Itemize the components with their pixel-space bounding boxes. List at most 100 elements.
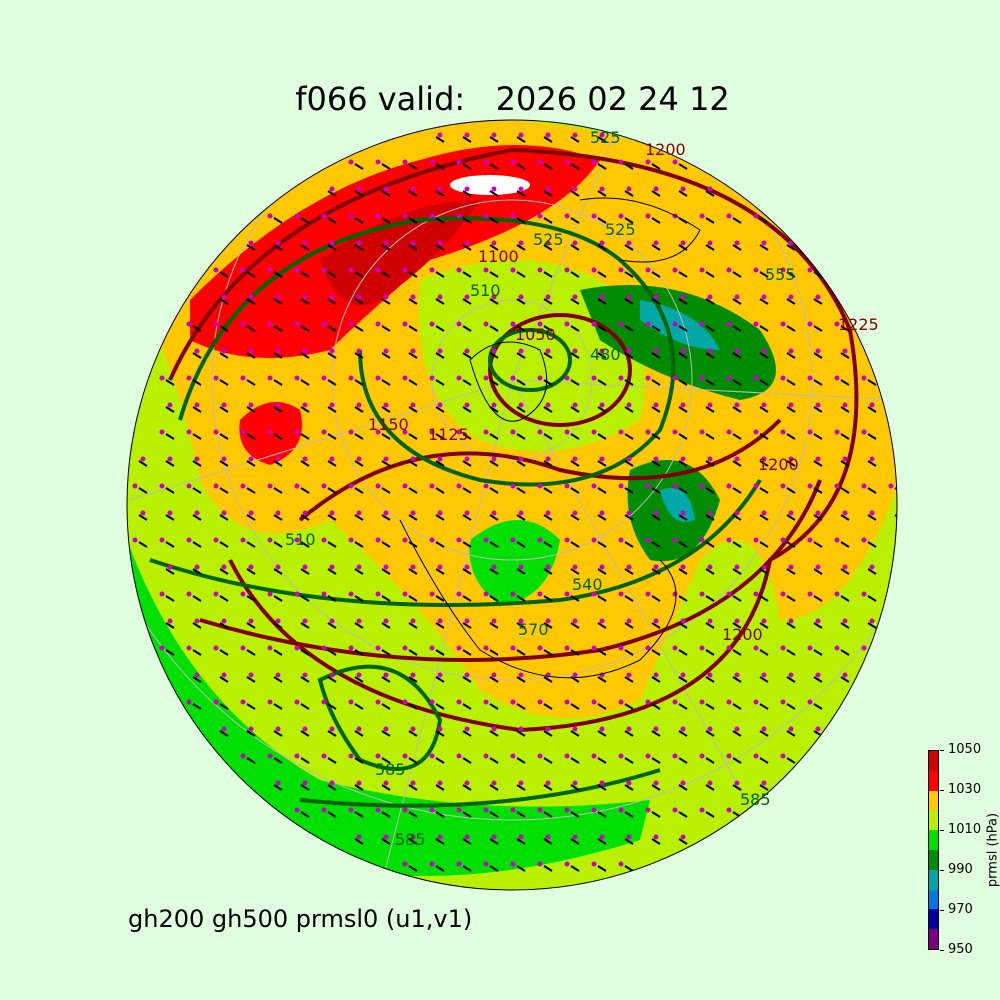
wind-barb (651, 838, 661, 845)
wind-point (240, 591, 246, 597)
wind-point (734, 672, 740, 678)
wind-point (599, 780, 605, 786)
wind-barb (624, 433, 634, 440)
wind-point (302, 294, 308, 300)
wind-barb (570, 595, 580, 602)
wind-barb (597, 838, 607, 845)
wind-point (734, 240, 740, 246)
wind-barb (354, 163, 364, 170)
wind-barb (435, 379, 445, 386)
wind-point (383, 510, 389, 516)
wind-barb (516, 190, 526, 197)
wind-barb (354, 433, 364, 440)
wind-barb (489, 244, 499, 251)
wind-barb (624, 163, 634, 170)
wind-barb (597, 136, 607, 143)
wind-barb (219, 487, 229, 494)
wind-point (753, 591, 759, 597)
wind-point (491, 672, 497, 678)
wind-point (321, 699, 327, 705)
wind-barb (435, 352, 445, 359)
wind-point (653, 834, 659, 840)
wind-barb (327, 784, 337, 791)
wind-point (194, 402, 200, 408)
wind-barb (705, 352, 715, 359)
wind-barb (516, 865, 526, 872)
wind-point (267, 537, 273, 543)
wind-point (815, 618, 821, 624)
wind-point (248, 618, 254, 624)
wind-barb (489, 703, 499, 710)
wind-point (861, 483, 867, 489)
wind-point (680, 834, 686, 840)
gh500-label: 540 (572, 575, 603, 594)
wind-point (194, 618, 200, 624)
wind-point (645, 267, 651, 273)
wind-point (626, 348, 632, 354)
wind-barb (435, 703, 445, 710)
wind-barb (651, 568, 661, 575)
wind-point (510, 591, 516, 597)
wind-point (707, 510, 713, 516)
wind-point (267, 591, 273, 597)
wind-barb (624, 649, 634, 656)
wind-barb (192, 649, 202, 656)
wind-point (761, 456, 767, 462)
wind-point (591, 807, 597, 813)
wind-barb (570, 784, 580, 791)
wind-barb (759, 622, 769, 629)
wind-barb (435, 298, 445, 305)
wind-barb (867, 487, 877, 494)
wind-barb (219, 298, 229, 305)
wind-barb (354, 271, 364, 278)
wind-point (645, 159, 651, 165)
wind-point (491, 240, 497, 246)
wind-barb (300, 622, 310, 629)
wind-barb (165, 514, 175, 521)
wind-point (167, 402, 173, 408)
wind-barb (624, 757, 634, 764)
wind-barb (597, 622, 607, 629)
wind-point (537, 267, 543, 273)
gh200-label: 1150 (368, 415, 409, 434)
wind-point (429, 645, 435, 651)
wind-point (464, 618, 470, 624)
wind-barb (678, 325, 688, 332)
wind-barb (462, 784, 472, 791)
wind-barb (570, 163, 580, 170)
wind-point (518, 402, 524, 408)
wind-point (780, 753, 786, 759)
wind-barb (759, 730, 769, 737)
wind-point (221, 564, 227, 570)
wind-barb (246, 271, 256, 278)
wind-point (483, 159, 489, 165)
wind-point (518, 834, 524, 840)
wind-barb (327, 568, 337, 575)
wind-point (707, 186, 713, 192)
wind-barb (732, 433, 742, 440)
wind-point (861, 591, 867, 597)
wind-barb (219, 379, 229, 386)
wind-barb (570, 379, 580, 386)
wind-barb (354, 622, 364, 629)
wind-barb (732, 352, 742, 359)
wind-barb (732, 622, 742, 629)
wind-point (626, 294, 632, 300)
wind-point (402, 699, 408, 705)
wind-barb (786, 298, 796, 305)
wind-barb (624, 514, 634, 521)
wind-barb (408, 622, 418, 629)
wind-point (402, 375, 408, 381)
wind-barb (408, 460, 418, 467)
wind-point (869, 456, 875, 462)
wind-point (599, 726, 605, 732)
wind-barb (624, 460, 634, 467)
wind-point (734, 510, 740, 516)
wind-barb (165, 460, 175, 467)
wind-barb (327, 622, 337, 629)
wind-point (726, 699, 732, 705)
wind-barb (651, 325, 661, 332)
gh200-label: 1050 (515, 325, 556, 344)
wind-point (807, 321, 813, 327)
wind-point (267, 699, 273, 705)
